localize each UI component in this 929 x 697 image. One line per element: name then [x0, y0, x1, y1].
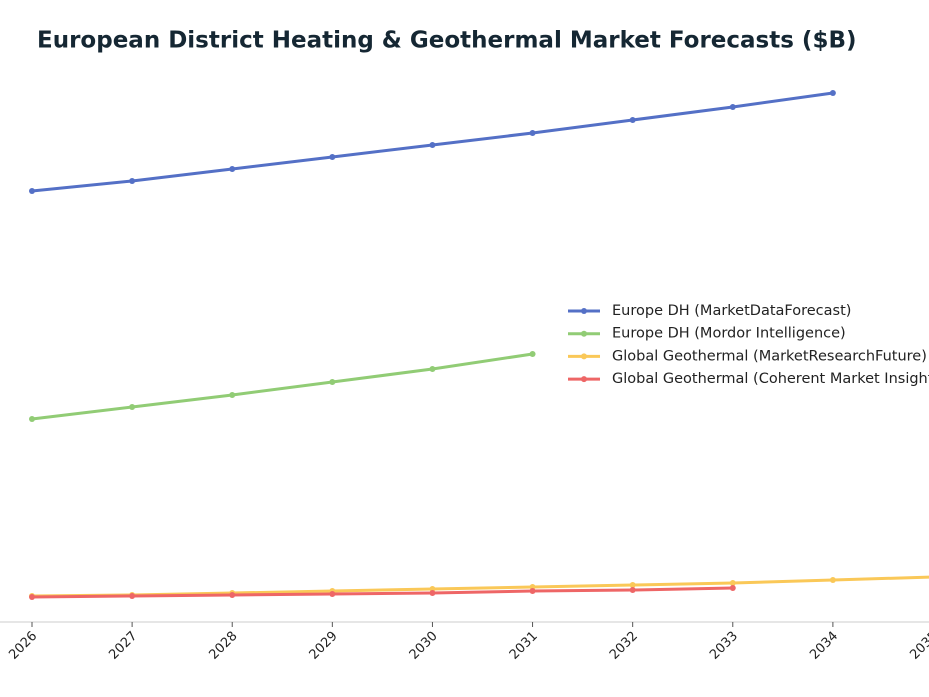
legend-marker — [581, 308, 587, 314]
x-tick-label: 2035 — [907, 629, 929, 663]
point — [629, 117, 636, 123]
x-tick-label: 2031 — [507, 629, 541, 663]
point — [329, 154, 336, 160]
x-tick-label: 2030 — [407, 629, 441, 663]
legend-label: Global Geothermal (MarketResearchFuture) — [612, 348, 927, 364]
series-line — [31, 352, 533, 421]
point — [29, 416, 35, 422]
legend-marker — [581, 353, 587, 360]
point — [229, 392, 236, 398]
point — [429, 590, 436, 596]
point — [729, 580, 736, 586]
point — [729, 585, 736, 591]
x-tick-label: 2032 — [607, 629, 641, 663]
point — [429, 366, 436, 372]
legend-label: Europe DH (Mordor Intelligence) — [612, 326, 846, 342]
point — [629, 582, 636, 588]
point — [329, 591, 336, 597]
point — [729, 104, 736, 110]
series-line — [31, 586, 733, 599]
point — [429, 142, 436, 148]
point — [29, 188, 35, 194]
legend-marker — [581, 376, 587, 383]
point — [229, 592, 236, 598]
x-tick-label: 2028 — [207, 629, 241, 663]
chart-title: European District Heating & Geothermal M… — [37, 28, 857, 54]
point — [329, 379, 336, 385]
point — [629, 587, 636, 593]
point — [829, 577, 836, 583]
point — [129, 404, 136, 410]
x-tick-label: 2029 — [307, 629, 341, 663]
point — [529, 588, 536, 594]
point — [129, 178, 136, 184]
point — [529, 130, 536, 136]
point — [129, 593, 136, 599]
legend-label: Europe DH (MarketDataForecast) — [612, 303, 851, 319]
x-tick-label: 2026 — [6, 629, 40, 663]
x-tick-label: 2034 — [807, 629, 841, 663]
x-tick-label: 2033 — [707, 629, 741, 663]
legend-label: Global Geothermal (Coherent Market Insig… — [612, 371, 929, 387]
x-tick-label: 2027 — [106, 629, 140, 663]
point — [529, 351, 536, 357]
point — [29, 594, 35, 600]
legend-marker — [581, 330, 587, 337]
point — [829, 90, 836, 96]
point — [229, 166, 236, 172]
